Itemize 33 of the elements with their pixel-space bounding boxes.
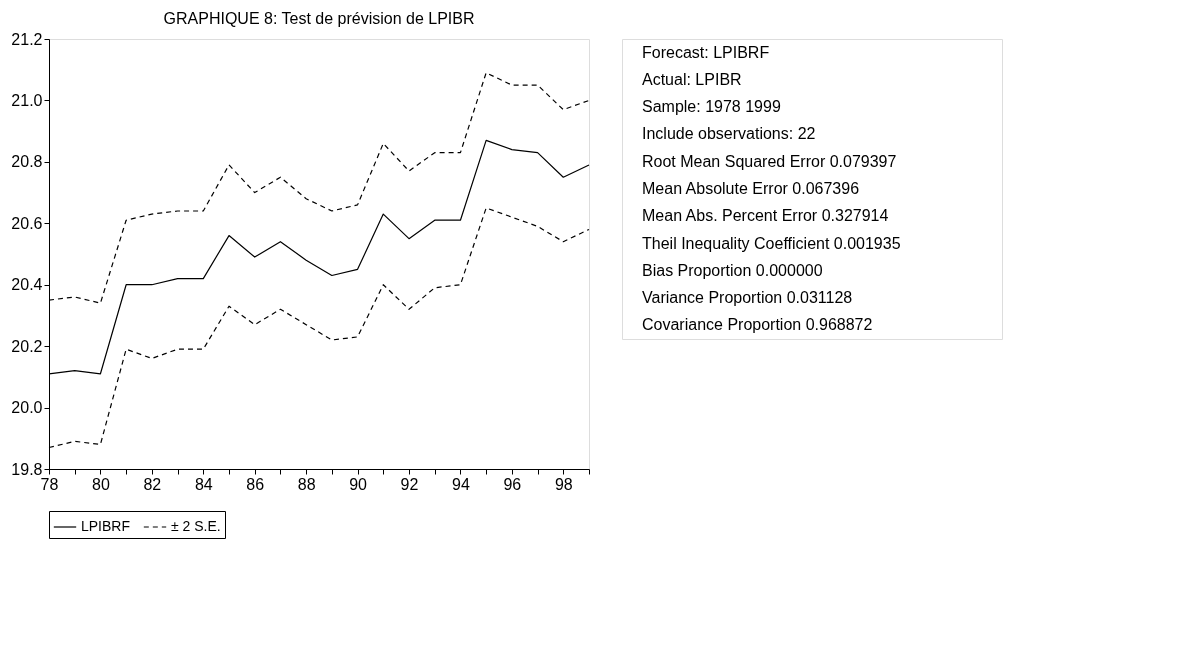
text: Actual: LPIBR	[642, 70, 742, 88]
y-tick-label: 21.0	[11, 91, 43, 109]
y-tick-label: 20.4	[11, 276, 43, 294]
x-tick-label: 78	[40, 475, 59, 493]
y-tick-label: 19.8	[11, 460, 43, 478]
legend-label: ± 2 S.E.	[171, 518, 221, 534]
x-tick-label: 90	[349, 475, 368, 493]
text: Mean Abs. Percent Error 0.327914	[642, 207, 889, 225]
x-tick-label: 96	[503, 475, 522, 493]
x-tick-label: 86	[246, 475, 265, 493]
text: Bias Proportion 0.000000	[642, 261, 823, 279]
text: Variance Proportion 0.031128	[642, 289, 853, 307]
text: Covariance Proportion 0.968872	[642, 316, 873, 334]
x-tick-label: 88	[297, 475, 316, 493]
text: Forecast: LPIBRF	[642, 43, 770, 61]
text: Mean Absolute Error 0.067396	[642, 180, 860, 197]
y-tick-label: 20.2	[11, 337, 43, 355]
x-tick-label: 94	[452, 475, 470, 493]
legend-label: LPIBRF	[81, 518, 131, 534]
y-tick-label: 20.8	[11, 153, 43, 171]
text: Theil Inequality Coefficient 0.001935	[642, 234, 901, 252]
text: Sample: 1978 1999	[642, 98, 781, 116]
text: Include observations: 22	[642, 125, 816, 143]
y-tick-label: 21.2	[11, 30, 43, 48]
text: Root Mean Squared Error 0.079397	[642, 152, 897, 170]
x-tick-label: 98	[554, 475, 573, 493]
x-tick-label: 92	[400, 475, 419, 493]
x-tick-label: 82	[143, 475, 162, 493]
x-tick-label: 80	[92, 475, 110, 493]
x-tick-label: 84	[194, 475, 213, 493]
y-tick-label: 20.0	[11, 399, 43, 417]
y-tick-label: 20.6	[11, 214, 43, 232]
chart-title: GRAPHIQUE 8: Test de prévision de LPIBR	[163, 10, 475, 27]
